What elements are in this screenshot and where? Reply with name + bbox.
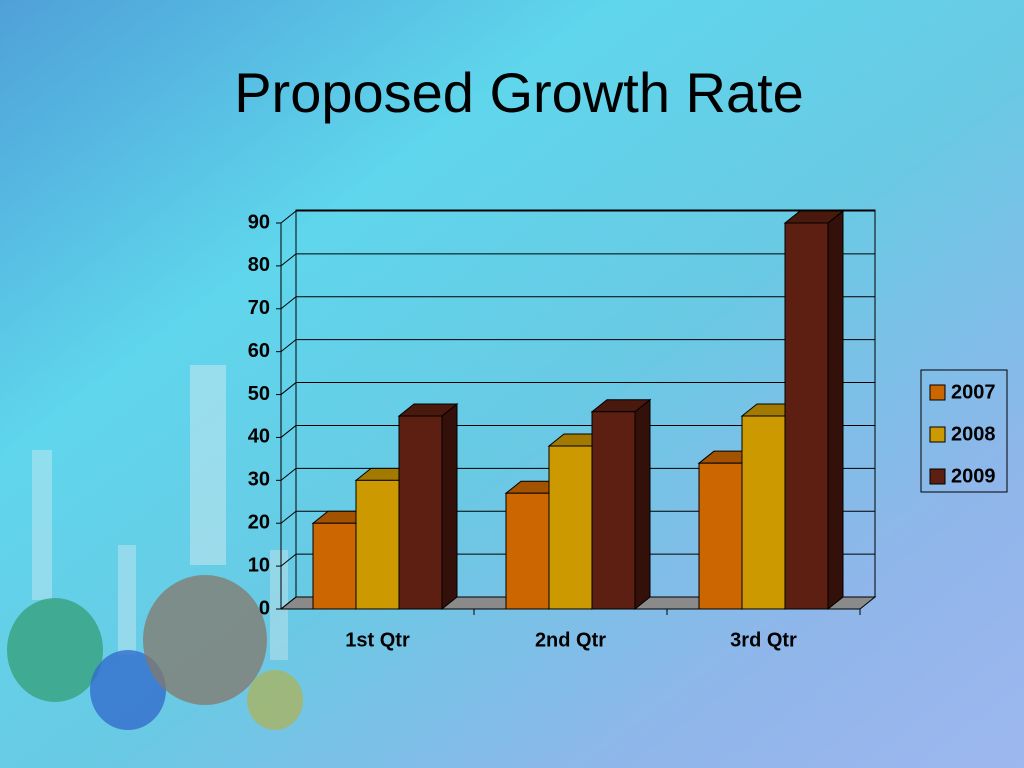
y-tick-label: 80: [248, 254, 270, 276]
x-tick-label: 1st Qtr: [345, 629, 410, 651]
legend-key: [929, 468, 946, 485]
x-tick-label: 2nd Qtr: [535, 629, 606, 651]
grid-line-side: [280, 339, 297, 353]
y-tick-label: 30: [248, 469, 270, 491]
legend-label: 2008: [951, 423, 996, 445]
grid-line-side: [280, 296, 297, 310]
y-tick-label: 20: [248, 512, 270, 534]
legend-key: [929, 384, 946, 401]
bar-side: [634, 398, 651, 611]
grid-line-side: [280, 467, 297, 481]
legend-box: [920, 369, 1008, 493]
y-tick-label: 90: [248, 211, 270, 233]
y-tick-label: 70: [248, 297, 270, 319]
x-tick-label: 3rd Qtr: [730, 629, 797, 651]
bar: [741, 415, 786, 610]
grid-line-side: [280, 553, 297, 567]
grid-line-side: [280, 210, 297, 224]
y-tick-label: 10: [248, 554, 270, 576]
flask-decoration: [7, 365, 303, 730]
grid-line-side: [280, 253, 297, 267]
bar: [312, 522, 357, 610]
legend-key: [929, 426, 946, 443]
legend-label: 2009: [951, 465, 996, 487]
y-tick-label: 50: [248, 383, 270, 405]
bar-side: [441, 402, 458, 611]
bar: [398, 415, 443, 610]
bar: [698, 462, 743, 610]
y-tick-label: 0: [259, 597, 270, 619]
bar-side: [827, 209, 844, 611]
grid-line-side: [280, 425, 297, 438]
legend-label: 2007: [951, 381, 996, 403]
bar: [355, 479, 400, 610]
bar: [591, 411, 636, 610]
chart-title: Proposed Growth Rate: [234, 61, 804, 124]
bar: [784, 222, 829, 610]
grid-line-side: [280, 510, 297, 524]
bar: [505, 492, 550, 610]
y-tick-label: 60: [248, 340, 270, 362]
bar: [548, 445, 593, 610]
grid-line-side: [280, 596, 297, 610]
grid-line-side: [280, 382, 297, 395]
y-tick-label: 40: [248, 426, 270, 448]
